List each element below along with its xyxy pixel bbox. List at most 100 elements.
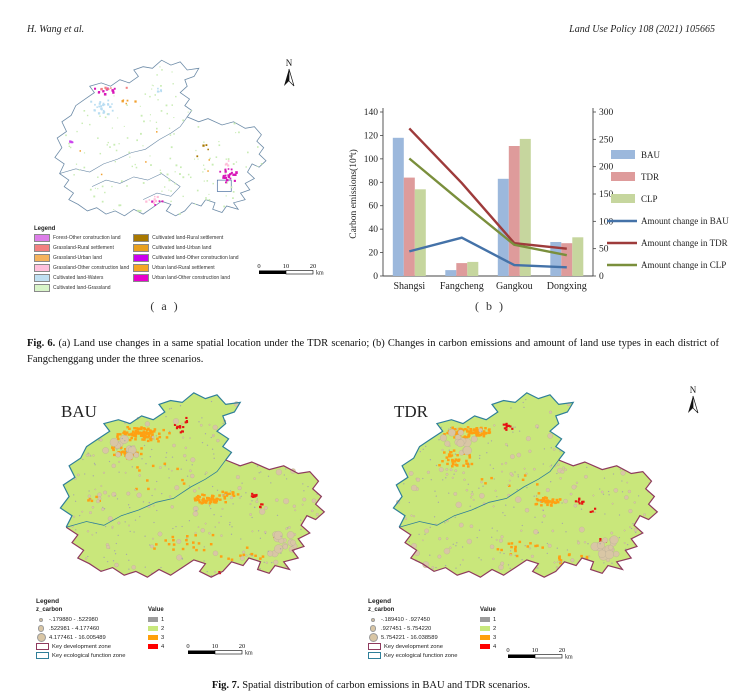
fig6a-label: ( a ) xyxy=(150,299,180,313)
value-swatch xyxy=(148,635,158,640)
legend-text: Key ecological function zone xyxy=(52,652,126,659)
zone-outline-icon xyxy=(36,643,49,650)
class-dot-icon xyxy=(36,633,46,642)
svg-text:Gangkou: Gangkou xyxy=(496,281,533,292)
svg-text:100: 100 xyxy=(599,217,614,227)
fig6a-legend-title: Legend xyxy=(34,226,56,232)
legend-label: Urban land-Other construction land xyxy=(152,275,230,281)
svg-text:BAU: BAU xyxy=(641,150,661,160)
class-dot-icon xyxy=(368,633,378,642)
legend-text: z_carbon xyxy=(368,607,395,613)
value-swatch xyxy=(480,617,490,622)
fig6a-legend-left-column: Forest-Other construction land Grassland-… xyxy=(34,234,129,292)
legend-label: Cultivated land-Waters xyxy=(53,275,104,281)
legend-label: Forest-Other construction land xyxy=(53,235,121,241)
legend-label: Grassland-Rural settlement xyxy=(53,245,114,251)
value-swatch xyxy=(148,617,158,622)
legend-text: Key development zone xyxy=(384,643,443,650)
svg-text:0: 0 xyxy=(599,272,604,282)
chart-legend: BAU TDR CLP Amount change in BAU Amount chan… xyxy=(607,150,729,270)
legend-label: Cultivated land-Urban land xyxy=(152,245,212,251)
legend-text: Key development zone xyxy=(52,643,111,650)
svg-text:300: 300 xyxy=(599,108,614,118)
fig6-caption: Fig. 6. (a) Land use changes in a same s… xyxy=(27,336,719,368)
legend-swatch xyxy=(133,254,150,262)
class-dot-icon xyxy=(37,625,45,632)
fig6b-label: ( b ) xyxy=(475,299,505,313)
svg-text:20: 20 xyxy=(239,643,246,650)
red-patches xyxy=(173,416,278,575)
svg-text:0: 0 xyxy=(186,643,189,650)
legend-text: Legend xyxy=(368,598,392,605)
legend-label: Cultivated land-Other construction land xyxy=(152,255,239,261)
svg-text:N: N xyxy=(286,58,293,68)
legend-swatch xyxy=(133,274,150,282)
svg-text:40: 40 xyxy=(369,225,379,235)
carbon-dots xyxy=(71,401,319,573)
fig6a-scale-bar: 0 10 20 km xyxy=(257,262,337,283)
legend-swatch xyxy=(133,234,150,242)
svg-text:20: 20 xyxy=(559,647,566,654)
legend-label: Urban land-Rural settlement xyxy=(152,265,215,271)
legend-text: -.179880 - .522980 xyxy=(49,616,98,623)
fig7-bau-scale-bar: 0 10 20 km xyxy=(186,642,266,663)
legend-text: z_carbon xyxy=(36,607,63,613)
fig6a-legend: Legend Forest-Other construction land Gra… xyxy=(34,226,270,292)
legend-label: Grassland-Other construction land xyxy=(53,265,130,271)
legend-item: Urban land-Rural settlement xyxy=(133,264,238,272)
value-swatch xyxy=(148,626,158,631)
map-a-shape xyxy=(54,59,267,217)
svg-text:140: 140 xyxy=(364,108,379,118)
header-author: H. Wang et al. xyxy=(27,24,85,35)
legend-item: Grassland-Urban land xyxy=(34,254,129,262)
svg-text:100: 100 xyxy=(364,155,379,165)
zone-outline-icon xyxy=(36,652,49,659)
value-swatch xyxy=(480,644,490,649)
small-gray-dots xyxy=(73,400,318,577)
chart-bars xyxy=(392,137,584,276)
legend-item: Grassland-Other construction land xyxy=(34,264,129,272)
svg-text:250: 250 xyxy=(599,135,614,145)
svg-text:N: N xyxy=(690,385,697,395)
fig6a-legend-right-column: Cultivated land-Rural settlement Cultivat… xyxy=(133,234,239,292)
legend-text: 3 xyxy=(493,634,497,641)
legend-label: Cultivated land-Rural settlement xyxy=(152,235,224,241)
fig7-tdr-legend: Legend z_carbon -.189410 - .927450 .927451 … xyxy=(368,598,538,660)
zone-outline-icon xyxy=(368,652,381,659)
svg-text:km: km xyxy=(565,655,573,661)
value-swatch xyxy=(148,644,158,649)
legend-item: Grassland-Rural settlement xyxy=(34,244,129,252)
legend-item: Cultivated land-Grassland xyxy=(34,284,129,292)
legend-item: Cultivated land-Urban land xyxy=(133,244,238,252)
svg-text:10: 10 xyxy=(532,647,539,654)
svg-text:80: 80 xyxy=(369,178,379,188)
legend-text: 4 xyxy=(493,643,497,650)
svg-text:Amount change in CLP: Amount change in CLP xyxy=(641,260,726,270)
legend-label: Cultivated land-Grassland xyxy=(53,285,111,291)
legend-text: 5.754221 - 16.038589 xyxy=(381,634,438,641)
svg-text:150: 150 xyxy=(599,190,614,200)
fig7-bau-legend: Legend z_carbon -.179880 - .522980 .522981 … xyxy=(36,598,206,660)
svg-text:km: km xyxy=(316,271,324,277)
legend-swatch xyxy=(34,284,50,292)
legend-swatch xyxy=(133,244,150,252)
north-arrow-icon: N xyxy=(280,57,298,91)
legend-swatch xyxy=(34,264,50,272)
header-journal: Land Use Policy 108 (2021) 105665 xyxy=(569,24,715,35)
svg-text:200: 200 xyxy=(599,163,614,173)
legend-swatch xyxy=(34,254,50,262)
svg-text:120: 120 xyxy=(364,131,379,141)
legend-text: Value xyxy=(480,607,496,613)
legend-item: Forest-Other construction land xyxy=(34,234,129,242)
fig7-caption: Fig. 7. Spatial distribution of carbon e… xyxy=(0,678,742,694)
legend-text: 4.177461 - 16.005489 xyxy=(49,634,106,641)
map-a-scatter xyxy=(65,66,263,215)
legend-swatch xyxy=(34,234,50,242)
fig6-caption-text: (a) Land use changes in a same spatial l… xyxy=(27,338,720,365)
map-title: TDR xyxy=(394,402,429,421)
fig6b-emissions-chart: 0 20 40 60 80 100 120 140 0 50 100 150 200 250 300 Shan… xyxy=(348,108,729,292)
value-swatch xyxy=(480,626,490,631)
zone-outline-icon xyxy=(368,643,381,650)
legend-swatch xyxy=(34,244,50,252)
north-arrow-icon: N xyxy=(684,384,702,418)
